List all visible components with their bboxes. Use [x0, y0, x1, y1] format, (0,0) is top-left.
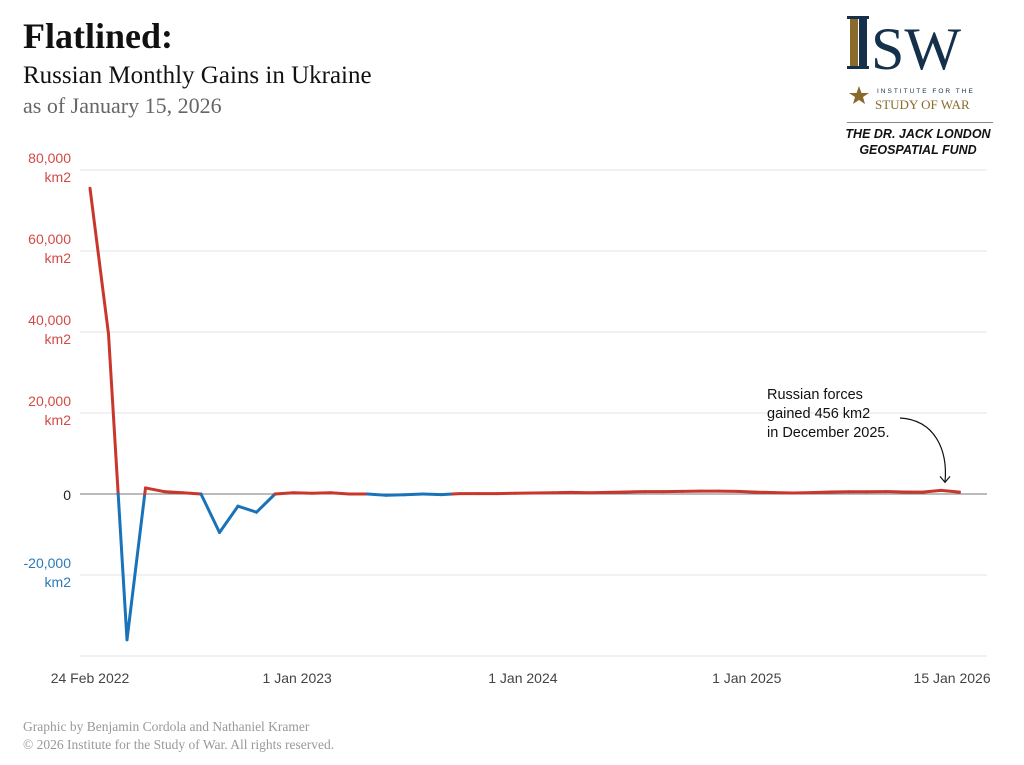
y-tick-label: 40,000: [28, 312, 71, 328]
x-tick-label: 15 Jan 2026: [914, 670, 991, 686]
loss-segment: [116, 492, 129, 642]
arrow-head-icon: [939, 475, 951, 484]
loss-segment: [366, 492, 388, 497]
gain-segment: [88, 186, 110, 336]
loss-segment: [255, 492, 277, 514]
svg-text:STUDY OF WAR: STUDY OF WAR: [875, 97, 970, 112]
chart-subtitle: Russian Monthly Gains in Ukraine: [23, 62, 372, 89]
annotation-text: Russian forces: [767, 387, 863, 403]
x-tick-label: 1 Jan 2024: [488, 670, 557, 686]
y-tick-label: km2: [45, 250, 72, 266]
svg-text:INSTITUTE FOR THE: INSTITUTE FOR THE: [877, 88, 975, 95]
isw-logo: SW INSTITUTE FOR THE STUDY OF WAR: [845, 12, 995, 123]
y-tick-label: -20,000: [24, 555, 72, 571]
y-tick-label: 60,000: [28, 231, 71, 247]
y-tick-label: km2: [45, 331, 72, 347]
fund-name: THE DR. JACK LONDON GEOSPATIAL FUND: [838, 126, 998, 158]
svg-text:SW: SW: [871, 16, 961, 82]
gain-segment: [144, 486, 166, 494]
loss-segment: [421, 492, 443, 497]
y-tick-label: 20,000: [28, 393, 71, 409]
loss-segment: [403, 492, 425, 497]
gain-segment: [181, 491, 203, 496]
gain-segment: [939, 488, 961, 494]
fund-line-1: THE DR. JACK LONDON: [845, 127, 991, 141]
annotation-text: in December 2025.: [767, 425, 890, 441]
y-tick-label: 80,000: [28, 150, 71, 166]
as-of-date: as of January 15, 2026: [23, 93, 222, 118]
y-tick-label: 0: [63, 487, 71, 503]
footer-copyright: © 2026 Institute for the Study of War. A…: [23, 737, 335, 752]
gain-segment: [162, 490, 184, 495]
gain-segment: [329, 491, 351, 496]
chart-title: Flatlined:: [23, 16, 173, 56]
annotation-text: gained 456 km2: [767, 406, 870, 422]
loss-segment: [199, 492, 221, 534]
y-tick-label: km2: [45, 412, 72, 428]
footer-credit: Graphic by Benjamin Cordola and Nathanie…: [23, 719, 310, 734]
gain-segment: [921, 488, 943, 494]
y-tick-label: km2: [45, 169, 72, 185]
logo-divider: [847, 122, 993, 123]
loss-segment: [236, 504, 258, 514]
gain-segment: [810, 490, 832, 495]
loss-segment: [440, 492, 455, 497]
loss-segment: [218, 504, 240, 534]
x-tick-label: 1 Jan 2025: [712, 670, 781, 686]
fund-line-2: GEOSPATIAL FUND: [859, 143, 977, 157]
annotation-arrow: [899, 417, 947, 483]
gain-segment: [736, 489, 758, 494]
x-tick-label: 1 Jan 2023: [263, 670, 332, 686]
gain-segment: [273, 491, 295, 496]
y-tick-label: km2: [45, 574, 72, 590]
loss-segment: [125, 492, 147, 642]
x-tick-label: 24 Feb 2022: [51, 670, 130, 686]
gain-segment: [107, 332, 120, 496]
